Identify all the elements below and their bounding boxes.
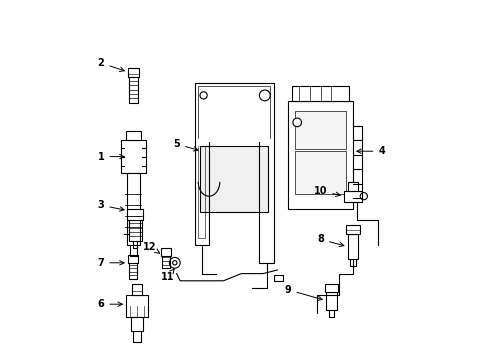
Text: 1: 1 [98,152,124,162]
Circle shape [200,92,207,99]
Bar [200,146,269,212]
Circle shape [293,118,301,127]
Bar [292,86,349,101]
Bar [295,111,346,149]
Text: 6: 6 [98,299,122,309]
Bar [130,317,144,331]
Bar [128,255,139,263]
Bar [132,284,143,295]
Text: 2: 2 [98,58,124,72]
Bar [127,173,140,245]
Bar [346,225,360,234]
Bar [128,68,139,77]
Bar [347,234,358,259]
Circle shape [259,90,270,101]
Text: 3: 3 [98,200,124,211]
Bar [127,209,143,220]
Text: 11: 11 [161,269,174,282]
Text: 8: 8 [317,234,344,247]
Bar [344,191,362,202]
Bar [161,248,171,256]
Text: 9: 9 [285,285,322,301]
Circle shape [170,257,180,268]
Bar [325,284,338,292]
Bar [274,275,283,281]
Bar [126,131,141,140]
Text: 5: 5 [173,139,198,151]
Bar [295,151,346,194]
Bar [121,140,146,173]
Bar [326,292,337,310]
Circle shape [172,261,177,265]
Bar [126,295,148,317]
Text: 12: 12 [143,242,160,253]
Circle shape [360,193,368,200]
Bar [288,101,353,209]
Text: 7: 7 [98,258,124,268]
Bar [347,182,358,191]
Text: 4: 4 [357,146,385,156]
Text: 10: 10 [314,186,340,197]
